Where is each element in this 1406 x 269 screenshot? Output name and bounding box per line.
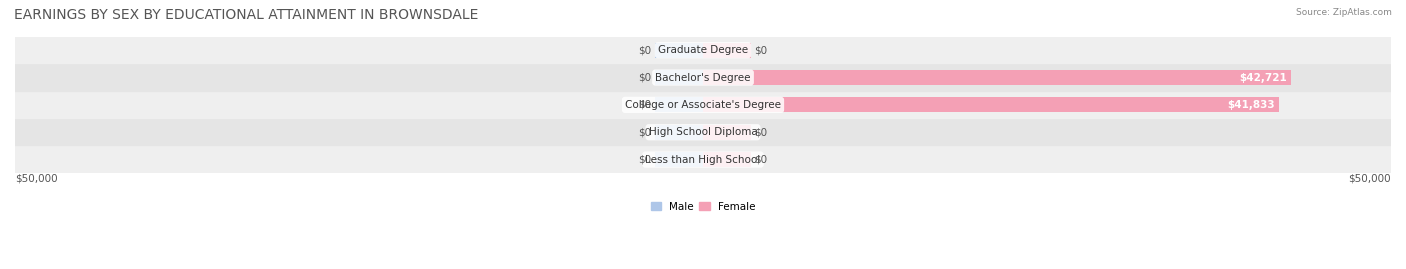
Text: Graduate Degree: Graduate Degree xyxy=(658,45,748,55)
Bar xyxy=(655,125,703,140)
Bar xyxy=(655,43,703,58)
Legend: Male, Female: Male, Female xyxy=(647,198,759,216)
Bar xyxy=(703,97,1278,112)
Text: Bachelor's Degree: Bachelor's Degree xyxy=(655,73,751,83)
Text: $0: $0 xyxy=(638,73,651,83)
Text: $42,721: $42,721 xyxy=(1240,73,1288,83)
Bar xyxy=(703,152,751,167)
Text: Less than High School: Less than High School xyxy=(645,155,761,165)
Bar xyxy=(15,64,1391,91)
Bar xyxy=(15,146,1391,173)
Text: $0: $0 xyxy=(638,45,651,55)
Bar xyxy=(655,70,703,85)
Bar xyxy=(703,70,1291,85)
Bar xyxy=(15,92,1391,118)
Text: $0: $0 xyxy=(638,127,651,137)
Text: EARNINGS BY SEX BY EDUCATIONAL ATTAINMENT IN BROWNSDALE: EARNINGS BY SEX BY EDUCATIONAL ATTAINMEN… xyxy=(14,8,478,22)
Text: $50,000: $50,000 xyxy=(1348,173,1391,183)
Bar xyxy=(15,37,1391,63)
Text: High School Diploma: High School Diploma xyxy=(648,127,758,137)
Text: $0: $0 xyxy=(755,155,768,165)
Text: $0: $0 xyxy=(755,45,768,55)
Text: College or Associate's Degree: College or Associate's Degree xyxy=(626,100,780,110)
Bar xyxy=(655,97,703,112)
Text: $0: $0 xyxy=(638,155,651,165)
Text: $0: $0 xyxy=(755,127,768,137)
Bar xyxy=(703,43,751,58)
Text: $41,833: $41,833 xyxy=(1227,100,1275,110)
Bar xyxy=(703,125,751,140)
Bar xyxy=(15,119,1391,145)
Bar xyxy=(655,152,703,167)
Text: $50,000: $50,000 xyxy=(15,173,58,183)
Text: Source: ZipAtlas.com: Source: ZipAtlas.com xyxy=(1296,8,1392,17)
Text: $0: $0 xyxy=(638,100,651,110)
